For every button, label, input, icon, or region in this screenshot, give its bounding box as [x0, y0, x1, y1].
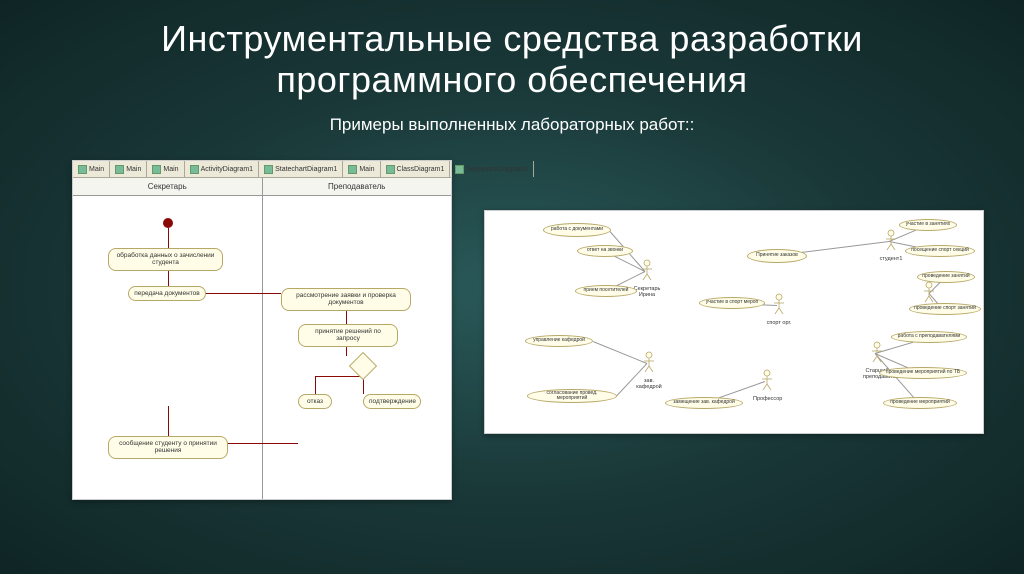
title-line2: программного обеспечения [276, 59, 747, 100]
usecase-ellipse: прием посетителей [575, 285, 637, 297]
subtitle: Примеры выполненных лабораторных работ:: [0, 115, 1024, 135]
usecase-ellipse: управление кафедрой [525, 335, 593, 347]
actor: спорт орг. [765, 293, 793, 327]
tab-icon [115, 165, 124, 174]
usecase-ellipse: работа с документами [543, 223, 611, 237]
tab-label: Main [126, 166, 141, 173]
activity-node: рассмотрение заявки и проверка документо… [281, 288, 411, 311]
usecase-ellipse: посещение спорт секций [905, 245, 975, 257]
activity-node: отказ [298, 394, 332, 409]
flow-arrow [168, 406, 169, 436]
flow-arrow [315, 376, 316, 394]
tab-label: ActivityDiagram1 [201, 166, 254, 173]
actor-label: Секретарь Ирина [633, 287, 661, 298]
diagram-tab[interactable]: Main [110, 161, 147, 177]
activity-node: принятие решений по запросу [298, 324, 398, 347]
title-line1: Инструментальные средства разработки [161, 18, 863, 59]
activity-node: обработка данных о зачислении студента [108, 248, 223, 271]
tab-icon [348, 165, 357, 174]
usecase-ellipse: проведение мероприятий [883, 397, 957, 409]
diagram-tab[interactable]: ClassDiagram1 [381, 161, 451, 177]
usecase-ellipse: участие в спорт мероп [699, 297, 765, 309]
activity-node: передача документов [128, 286, 206, 301]
diagram-tab[interactable]: SequenceDiagram1 [450, 161, 534, 177]
tab-label: StatechartDiagram1 [275, 166, 337, 173]
diagram-tab[interactable]: StatechartDiagram1 [259, 161, 343, 177]
diagram-tab[interactable]: ActivityDiagram1 [185, 161, 260, 177]
usecase-diagram-panel: Секретарь Ирина спорт орг. зав. кафедрой Пр… [484, 210, 984, 434]
actor: зав. кафедрой [635, 351, 663, 390]
tab-label: SequenceDiagram1 [466, 166, 528, 173]
usecase-ellipse: ответ на звонки [577, 245, 633, 257]
page-title: Инструментальные средства разработки про… [0, 0, 1024, 101]
flow-arrow [206, 293, 281, 294]
activity-diagram-panel: Main Main Main ActivityDiagram1 StatechartDi… [72, 160, 452, 500]
actor-label: спорт орг. [765, 321, 793, 327]
flow-arrow [168, 228, 169, 248]
usecase-ellipse: проведение спорт занятий [909, 303, 981, 315]
flow-arrow [315, 376, 363, 377]
actor: студент1 [877, 229, 905, 263]
tab-icon [455, 165, 464, 174]
activity-body: обработка данных о зачислении студента пе… [73, 196, 451, 499]
usecase-ellipse: замещение зав. кафедрой [665, 397, 743, 409]
tab-icon [152, 165, 161, 174]
tab-icon [190, 165, 199, 174]
diagram-tab[interactable]: Main [343, 161, 380, 177]
tab-label: Main [359, 166, 374, 173]
diagram-tab[interactable]: Main [147, 161, 184, 177]
usecase-ellipse: Принятие заказов [747, 249, 807, 263]
usecase-ellipse: участие в занятиях [899, 219, 957, 231]
actor-label: зав. кафедрой [635, 379, 663, 390]
swimlane-header: Секретарь [73, 178, 263, 195]
actor-label: студент1 [877, 257, 905, 263]
start-node [163, 218, 173, 228]
actor: Секретарь Ирина [633, 259, 661, 298]
actor: Профессор [753, 369, 781, 403]
diagram-panels: Main Main Main ActivityDiagram1 StatechartDi… [0, 160, 1024, 560]
tab-label: Main [163, 166, 178, 173]
diagram-tab[interactable]: Main [73, 161, 110, 177]
usecase-body: Секретарь Ирина спорт орг. зав. кафедрой Пр… [485, 211, 983, 433]
actor-label: Профессор [753, 397, 781, 403]
activity-node: подтверждение [363, 394, 421, 409]
swimlane-headers: СекретарьПреподаватель [73, 178, 451, 196]
activity-node: сообщение студенту о принятии решения [108, 436, 228, 459]
swimlane-header: Преподаватель [263, 178, 452, 195]
tab-icon [78, 165, 87, 174]
tab-label: ClassDiagram1 [397, 166, 445, 173]
tab-label: Main [89, 166, 104, 173]
usecase-ellipse: согласование провед. мероприятий [527, 389, 617, 403]
tab-icon [386, 165, 395, 174]
usecase-ellipse: работа с преподавателями [891, 331, 967, 343]
lane-divider [262, 196, 263, 499]
diagram-tabs: Main Main Main ActivityDiagram1 StatechartDi… [73, 161, 451, 178]
usecase-ellipse: проведение занятий [917, 271, 975, 283]
tab-icon [264, 165, 273, 174]
usecase-ellipse: проведение мероприятий по ТБ [879, 367, 967, 379]
